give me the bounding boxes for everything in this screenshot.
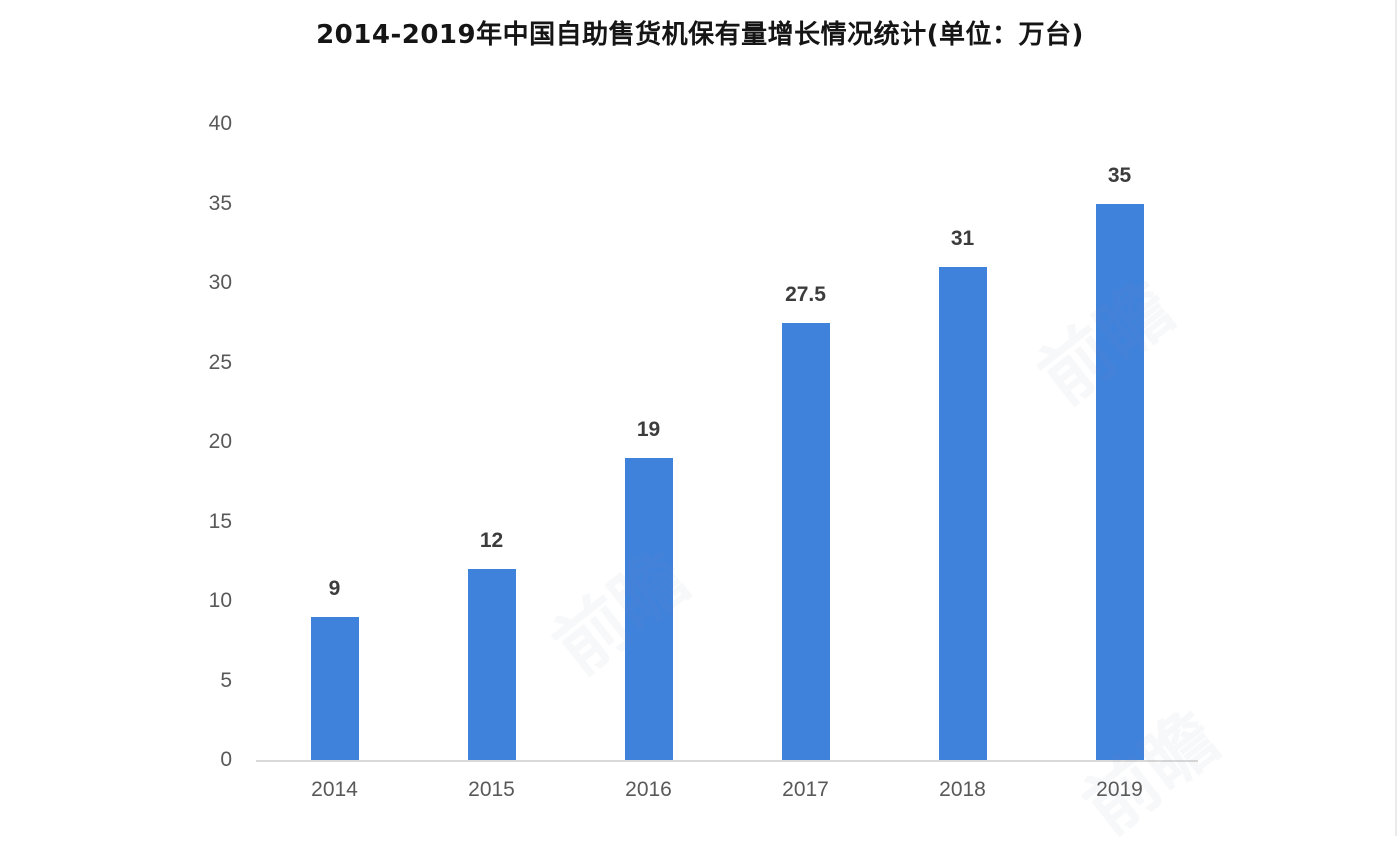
y-axis-tick-label: 25	[208, 350, 232, 374]
bar-value-label: 9	[328, 576, 341, 600]
bar-value-label: 31	[950, 227, 975, 251]
watermark-text: 前瞻	[538, 535, 704, 691]
bar-2017	[781, 322, 830, 760]
y-axis-tick-label: 0	[220, 748, 232, 771]
y-axis-tick-label: 40	[208, 112, 232, 135]
x-axis-tick-label: 2016	[625, 778, 672, 801]
page-edge-divider	[1395, 0, 1397, 836]
bar-value-label: 12	[479, 529, 504, 553]
bar-value-label: 19	[636, 417, 661, 441]
bar-2018	[938, 267, 987, 760]
bar-2019	[1095, 203, 1144, 760]
bar-2016	[624, 457, 673, 760]
bar-value-label: 27.5	[785, 282, 826, 306]
y-axis-tick-label: 5	[220, 668, 232, 692]
bar-2015	[467, 569, 516, 760]
y-axis-tick-label: 15	[208, 509, 232, 533]
y-axis-tick-label: 30	[208, 271, 232, 294]
x-axis-line	[256, 760, 1198, 762]
bar-value-label: 35	[1107, 163, 1132, 187]
x-axis-tick-label: 2019	[1096, 778, 1143, 801]
y-axis-tick-label: 20	[208, 430, 232, 453]
y-axis-tick-label: 10	[208, 589, 232, 612]
x-axis-tick-label: 2017	[782, 778, 829, 801]
watermark-text: 前瞻	[1068, 695, 1234, 851]
chart-title: 2014-2019年中国自助售货机保有量增长情况统计(单位：万台)	[316, 20, 1084, 50]
bar-2014	[310, 616, 359, 760]
y-axis-tick-label: 35	[208, 191, 232, 215]
x-axis-tick-label: 2018	[939, 778, 986, 801]
x-axis-tick-label: 2014	[311, 778, 358, 801]
x-axis-tick-label: 2015	[468, 778, 515, 801]
